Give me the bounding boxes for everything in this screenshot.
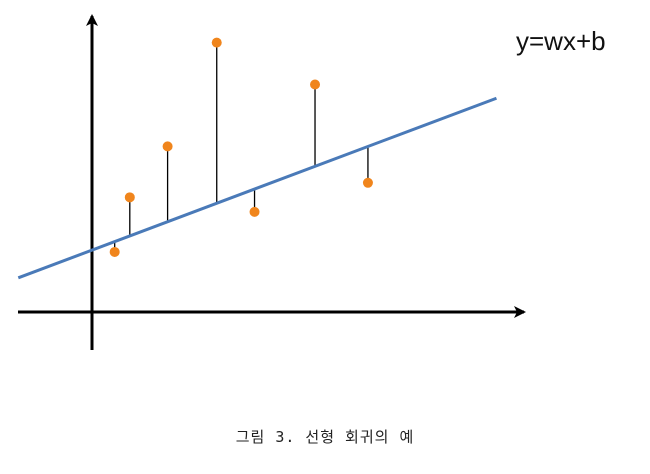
data-point — [310, 79, 321, 90]
data-point — [362, 177, 373, 188]
figure-caption: 그림 3. 선형 회귀의 예 — [235, 428, 415, 446]
data-point — [162, 141, 173, 152]
data-point — [124, 192, 135, 203]
residual-lines — [114, 42, 369, 252]
equation-label: y=wx+b — [516, 26, 606, 56]
data-point — [249, 206, 260, 217]
linear-regression-diagram: y=wx+b — [17, 14, 606, 350]
data-point — [211, 37, 222, 48]
data-points — [109, 37, 373, 257]
regression-line — [17, 96, 497, 280]
data-point — [109, 246, 120, 257]
